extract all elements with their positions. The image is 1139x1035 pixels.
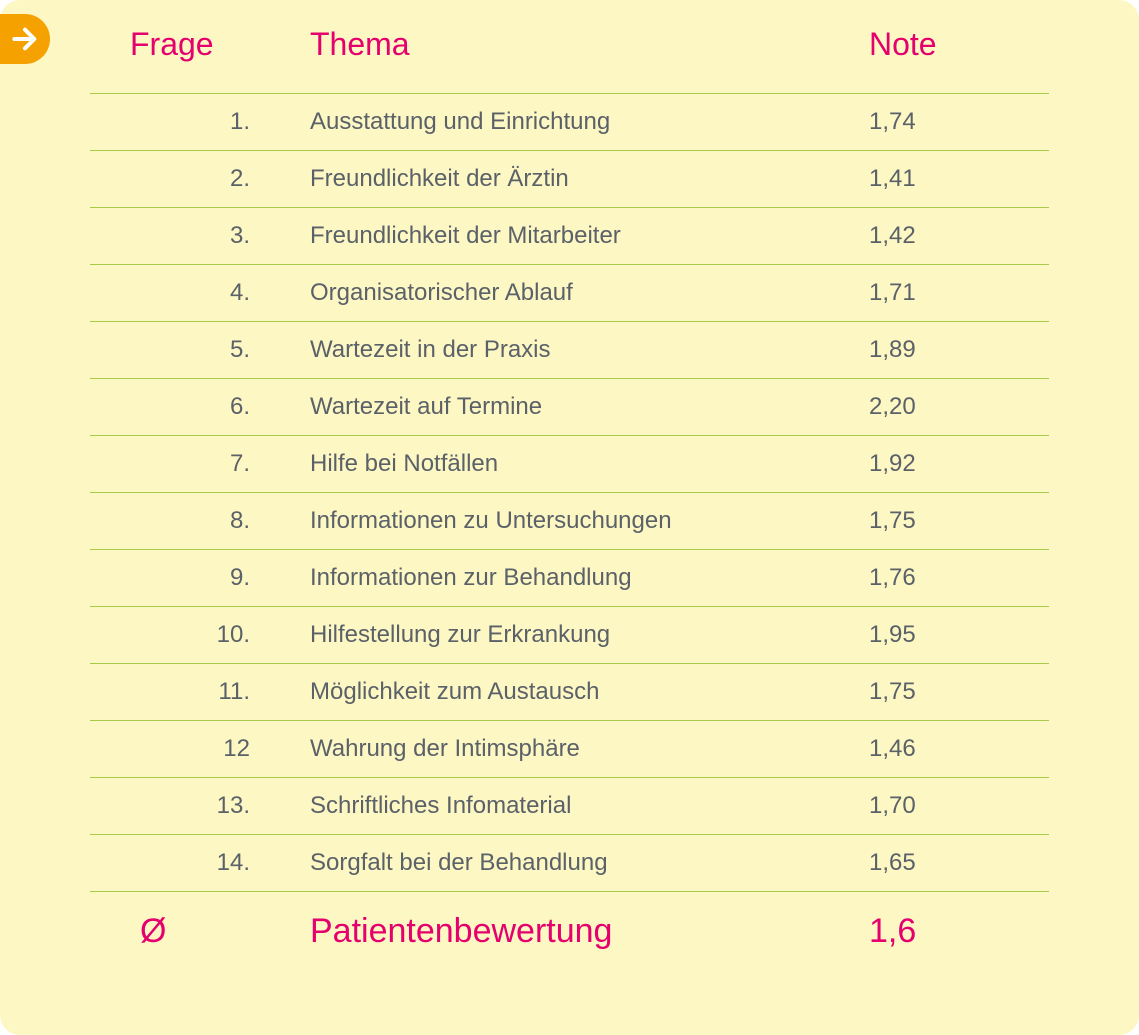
row-note: 1,65 — [869, 835, 1049, 892]
header-thema: Thema — [310, 20, 869, 94]
table-row: 2.Freundlichkeit der Ärztin1,41 — [90, 151, 1049, 208]
table-row: 3.Freundlichkeit der Mitarbeiter1,42 — [90, 208, 1049, 265]
row-thema: Wartezeit in der Praxis — [310, 322, 869, 379]
table-row: 6.Wartezeit auf Termine2,20 — [90, 379, 1049, 436]
row-thema: Möglichkeit zum Austausch — [310, 664, 869, 721]
row-number: 5. — [90, 322, 310, 379]
header-note: Note — [869, 20, 1049, 94]
ratings-table: Frage Thema Note 1.Ausstattung und Einri… — [90, 20, 1049, 965]
row-number: 8. — [90, 493, 310, 550]
row-note: 1,74 — [869, 94, 1049, 151]
row-note: 1,70 — [869, 778, 1049, 835]
header-frage: Frage — [90, 20, 310, 94]
table-row: 11.Möglichkeit zum Austausch1,75 — [90, 664, 1049, 721]
table-row: 10.Hilfestellung zur Erkrankung1,95 — [90, 607, 1049, 664]
row-note: 1,89 — [869, 322, 1049, 379]
row-thema: Informationen zu Untersuchungen — [310, 493, 869, 550]
row-thema: Hilfestellung zur Erkrankung — [310, 607, 869, 664]
table-row: 13.Schriftliches Infomaterial1,70 — [90, 778, 1049, 835]
row-number: 7. — [90, 436, 310, 493]
row-thema: Hilfe bei Notfällen — [310, 436, 869, 493]
row-number: 1. — [90, 94, 310, 151]
row-note: 2,20 — [869, 379, 1049, 436]
table-row: 7.Hilfe bei Notfällen1,92 — [90, 436, 1049, 493]
row-number: 14. — [90, 835, 310, 892]
table-row: 5.Wartezeit in der Praxis1,89 — [90, 322, 1049, 379]
table-row: 8.Informationen zu Untersuchungen1,75 — [90, 493, 1049, 550]
row-number: 4. — [90, 265, 310, 322]
row-thema: Organisatorischer Ablauf — [310, 265, 869, 322]
row-note: 1,92 — [869, 436, 1049, 493]
row-note: 1,95 — [869, 607, 1049, 664]
table-row: 12Wahrung der Intimsphäre1,46 — [90, 721, 1049, 778]
row-note: 1,42 — [869, 208, 1049, 265]
row-number: 13. — [90, 778, 310, 835]
row-thema: Schriftliches Infomaterial — [310, 778, 869, 835]
row-number: 2. — [90, 151, 310, 208]
arrow-right-icon — [0, 14, 50, 64]
summary-symbol: Ø — [90, 892, 310, 966]
row-number: 12 — [90, 721, 310, 778]
row-thema: Informationen zur Behandlung — [310, 550, 869, 607]
table-row: 1.Ausstattung und Einrichtung1,74 — [90, 94, 1049, 151]
table-row: 4.Organisatorischer Ablauf1,71 — [90, 265, 1049, 322]
ratings-card: Frage Thema Note 1.Ausstattung und Einri… — [0, 0, 1139, 1035]
summary-row: ØPatientenbewertung1,6 — [90, 892, 1049, 966]
row-note: 1,75 — [869, 664, 1049, 721]
table-row: 9.Informationen zur Behandlung1,76 — [90, 550, 1049, 607]
table-row: 14.Sorgfalt bei der Behandlung1,65 — [90, 835, 1049, 892]
row-number: 3. — [90, 208, 310, 265]
row-number: 9. — [90, 550, 310, 607]
row-thema: Ausstattung und Einrichtung — [310, 94, 869, 151]
row-note: 1,75 — [869, 493, 1049, 550]
row-thema: Freundlichkeit der Ärztin — [310, 151, 869, 208]
row-thema: Wartezeit auf Termine — [310, 379, 869, 436]
row-number: 6. — [90, 379, 310, 436]
summary-value: 1,6 — [869, 892, 1049, 966]
row-note: 1,41 — [869, 151, 1049, 208]
summary-label: Patientenbewertung — [310, 892, 869, 966]
row-number: 11. — [90, 664, 310, 721]
row-thema: Wahrung der Intimsphäre — [310, 721, 869, 778]
row-note: 1,46 — [869, 721, 1049, 778]
row-note: 1,71 — [869, 265, 1049, 322]
row-thema: Freundlichkeit der Mitarbeiter — [310, 208, 869, 265]
row-thema: Sorgfalt bei der Behandlung — [310, 835, 869, 892]
row-number: 10. — [90, 607, 310, 664]
row-note: 1,76 — [869, 550, 1049, 607]
